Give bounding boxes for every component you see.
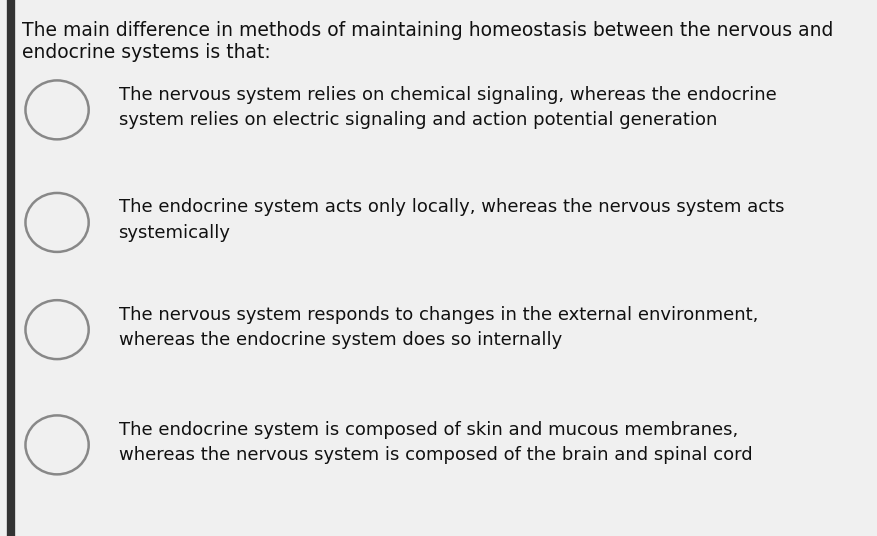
Ellipse shape: [25, 80, 89, 139]
Ellipse shape: [25, 300, 89, 359]
Ellipse shape: [25, 193, 89, 252]
Text: The nervous system relies on chemical signaling, whereas the endocrine
system re: The nervous system relies on chemical si…: [118, 86, 775, 130]
Text: The nervous system responds to changes in the external environment,
whereas the : The nervous system responds to changes i…: [118, 306, 757, 349]
Text: The endocrine system acts only locally, whereas the nervous system acts
systemic: The endocrine system acts only locally, …: [118, 198, 783, 242]
Ellipse shape: [25, 415, 89, 474]
Text: The endocrine system is composed of skin and mucous membranes,
whereas the nervo: The endocrine system is composed of skin…: [118, 421, 752, 465]
Text: The main difference in methods of maintaining homeostasis between the nervous an: The main difference in methods of mainta…: [22, 21, 832, 62]
